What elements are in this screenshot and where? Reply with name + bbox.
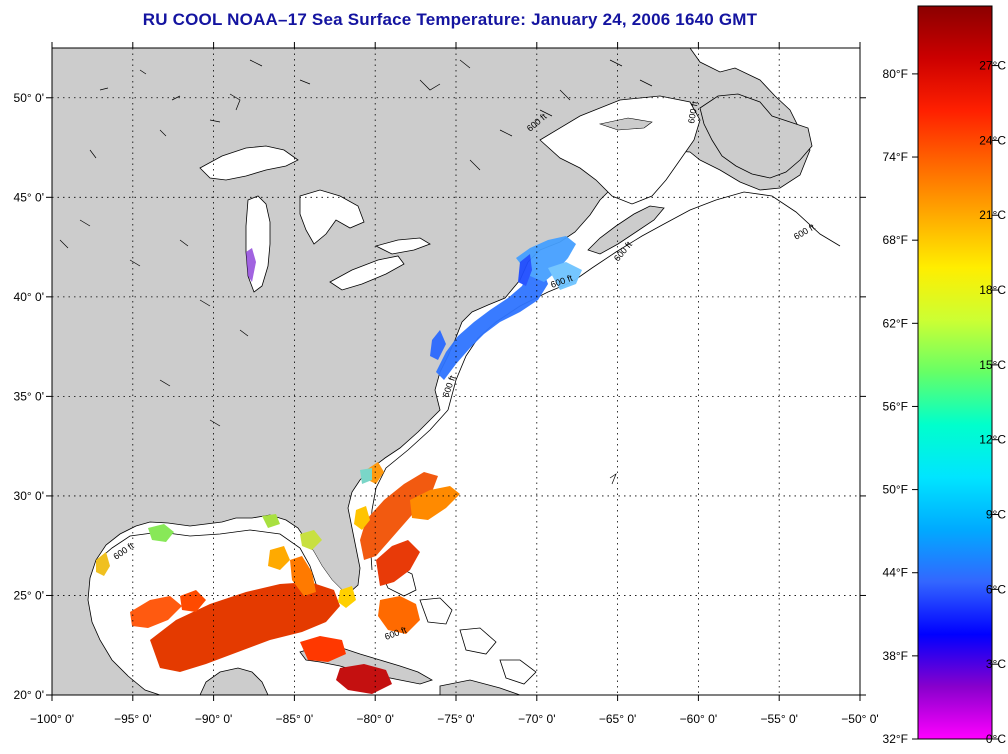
coastline-details: [59, 59, 653, 485]
celsius-label: 15°C: [979, 358, 1006, 372]
lake-erie: [329, 255, 405, 291]
sst-cold-shelf: [430, 236, 582, 380]
fahrenheit-label: 32°F: [883, 732, 908, 746]
fahrenheit-scale: 80°F 74°F 68°F 62°F 56°F 50°F 44°F 38°F 32°F: [883, 67, 918, 746]
celsius-label: 27°C: [979, 59, 1006, 73]
lon-label: −90° 0': [195, 712, 232, 726]
sst-warm-waters: [130, 462, 460, 694]
lon-label: −95° 0': [114, 712, 151, 726]
axis-ticks: [46, 42, 866, 701]
map-title: RU COOL NOAA–17 Sea Surface Temperature:…: [142, 10, 758, 29]
celsius-label: 9°C: [986, 508, 1006, 522]
longitude-labels: −100° 0' −95° 0' −90° 0' −85° 0' −80° 0' −75°…: [30, 712, 879, 726]
lon-label: −75° 0': [437, 712, 474, 726]
isobath-gulf: [97, 529, 321, 607]
celsius-label: 3°C: [986, 657, 1006, 671]
lat-label: 40° 0': [14, 290, 44, 304]
fahrenheit-label: 80°F: [883, 67, 908, 81]
map-layers: [52, 48, 860, 695]
newfoundland-land: [699, 93, 813, 179]
fahrenheit-label: 68°F: [883, 233, 908, 247]
lon-label: −50° 0': [841, 712, 878, 726]
fahrenheit-label: 62°F: [883, 316, 908, 330]
fahrenheit-label: 44°F: [883, 566, 908, 580]
celsius-label: 21°C: [979, 208, 1006, 222]
lat-label: 45° 0': [14, 190, 44, 204]
yucatan-land: [199, 667, 269, 695]
lon-label: −65° 0': [599, 712, 636, 726]
lon-label: −80° 0': [356, 712, 393, 726]
colorbar: [917, 5, 993, 740]
nova-scotia-land: [587, 205, 665, 255]
fahrenheit-label: 74°F: [883, 150, 908, 164]
fahrenheit-label: 38°F: [883, 649, 908, 663]
lat-label: 35° 0': [14, 389, 44, 403]
lon-label: −55° 0': [760, 712, 797, 726]
lat-label: 20° 0': [14, 688, 44, 702]
lake-ontario: [374, 237, 431, 255]
celsius-label: 24°C: [979, 133, 1006, 147]
fahrenheit-label: 50°F: [883, 483, 908, 497]
lake-huron: [299, 189, 365, 245]
celsius-label: 18°C: [979, 283, 1006, 297]
fahrenheit-label: 56°F: [883, 399, 908, 413]
isobath-label: 600 ft: [686, 100, 700, 124]
lon-label: −60° 0': [680, 712, 717, 726]
north-america-land: [52, 48, 811, 695]
celsius-label: 6°C: [986, 582, 1006, 596]
celsius-label: 0°C: [986, 732, 1006, 746]
hispaniola-land: [439, 679, 521, 695]
lat-label: 30° 0': [14, 489, 44, 503]
celsius-scale: 27°C 24°C 21°C 18°C 15°C 12°C 9°C 6°C 3°C 0°C: [979, 59, 1006, 746]
celsius-label: 12°C: [979, 433, 1006, 447]
lat-lon-grid: [52, 48, 860, 695]
lat-label: 50° 0': [14, 91, 44, 105]
lon-label: −100° 0': [30, 712, 74, 726]
gulf-of-st-lawrence: [539, 95, 701, 205]
sst-coastal-shelf: [96, 468, 372, 576]
lon-label: −70° 0': [518, 712, 555, 726]
anticosti-island: [598, 117, 653, 131]
lon-label: −85° 0': [276, 712, 313, 726]
lat-label: 25° 0': [14, 588, 44, 602]
latitude-labels: 50° 0' 45° 0' 40° 0' 35° 0' 30° 0' 25° 0' 20° …: [14, 91, 44, 702]
lake-superior: [199, 145, 299, 181]
sst-lake-michigan: [246, 248, 256, 282]
